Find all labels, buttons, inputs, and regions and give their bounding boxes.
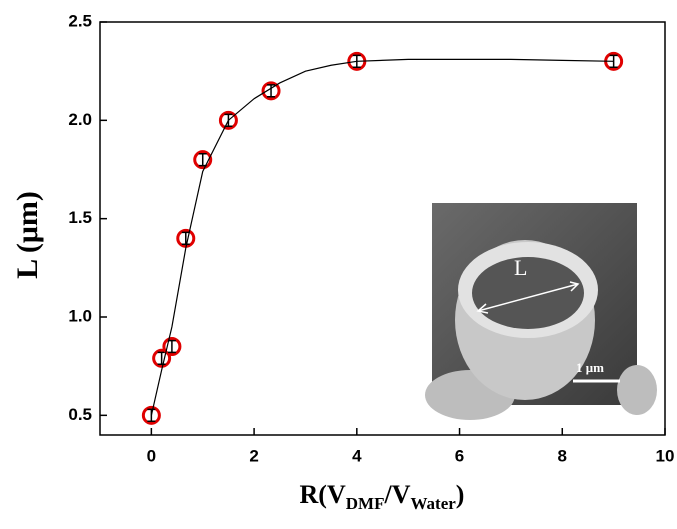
y-tick-label: 1.5 xyxy=(68,208,92,227)
inset-image: L 1 μm xyxy=(425,203,657,420)
y-tick-label: 0.5 xyxy=(68,405,92,424)
x-tick-label: 10 xyxy=(656,446,675,465)
x-axis-label-part: ) xyxy=(456,480,465,509)
y-tick-label: 2.0 xyxy=(68,110,92,129)
x-axis-label: R(VDMF/VWater) xyxy=(300,480,465,513)
x-axis-label-part: Water xyxy=(410,494,456,513)
y-tick-label: 1.0 xyxy=(68,306,92,325)
fit-line xyxy=(150,58,614,416)
x-tick-label: 4 xyxy=(352,446,362,465)
error-bar xyxy=(181,231,190,245)
inset-label: L xyxy=(514,255,527,280)
x-axis-label-part: DMF xyxy=(346,494,385,513)
x-tick-label: 2 xyxy=(249,446,258,465)
x-axis-label-part: /V xyxy=(383,480,410,509)
x-tick-label: 0 xyxy=(147,446,156,465)
plot-frame xyxy=(99,21,666,436)
error-bar xyxy=(157,351,166,365)
y-tick-label: 2.5 xyxy=(68,11,92,30)
scale-bar-label: 1 μm xyxy=(576,360,604,375)
error-bar xyxy=(267,84,276,98)
x-tick-label: 8 xyxy=(558,446,567,465)
y-axis-label: L (μm) xyxy=(11,191,44,279)
x-tick-label: 6 xyxy=(455,446,464,465)
x-axis-label-part: R(V xyxy=(300,480,346,509)
